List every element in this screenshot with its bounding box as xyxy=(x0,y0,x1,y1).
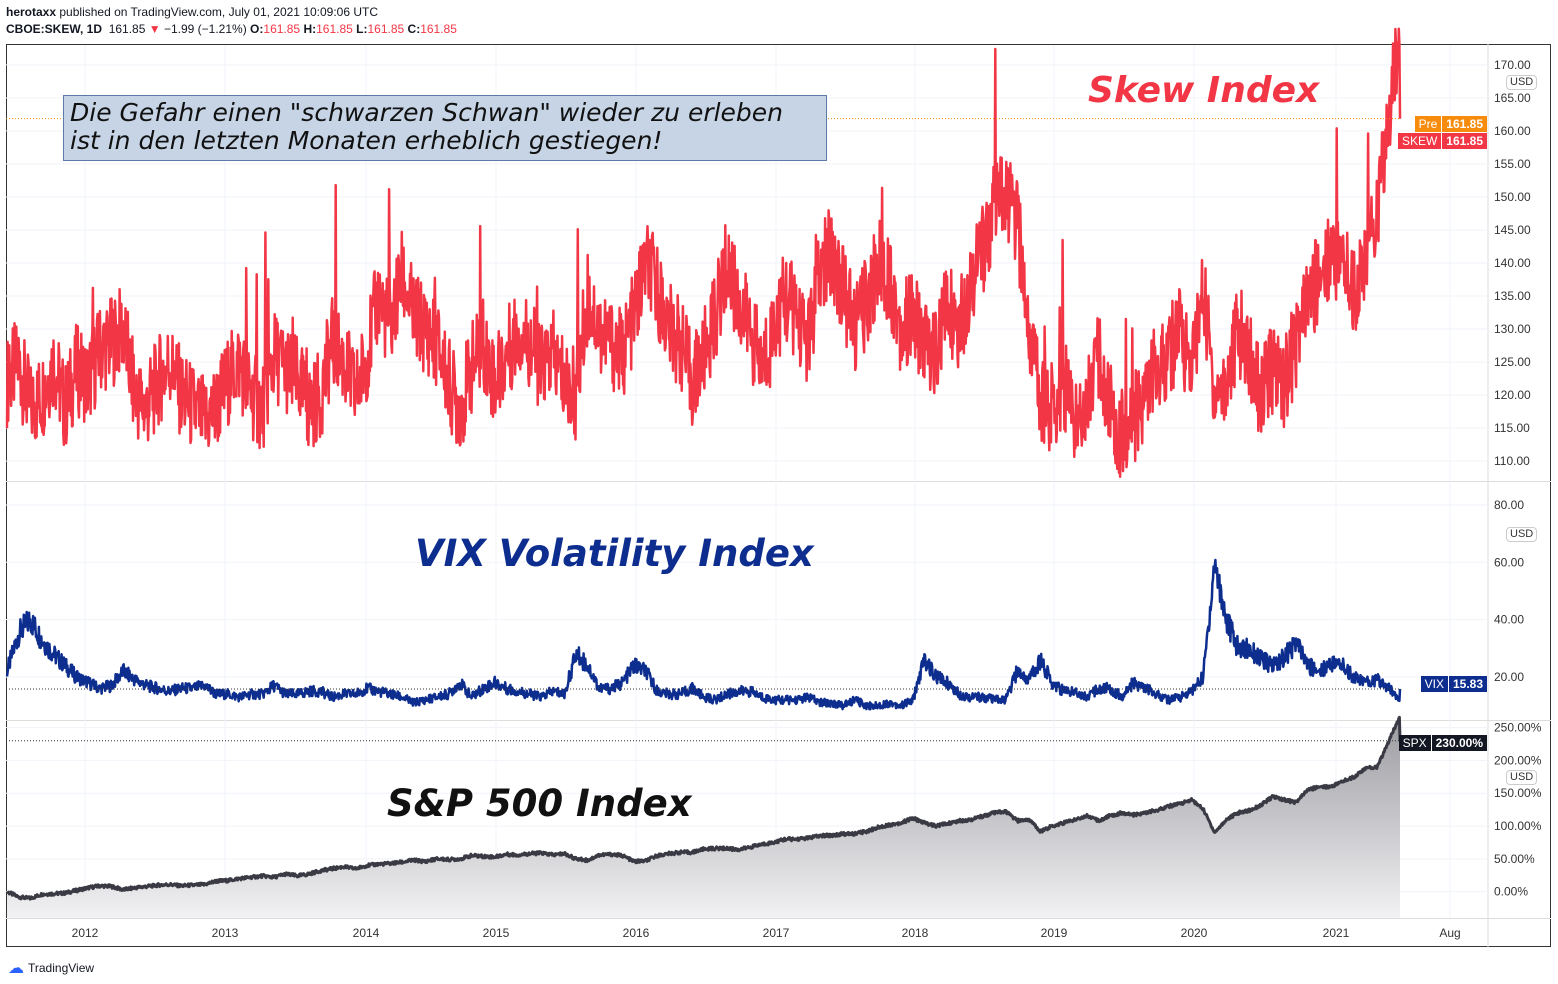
price-tick-label: 140.00 xyxy=(1494,256,1531,270)
price-tick-label: 145.00 xyxy=(1494,223,1531,237)
cloud-icon: ☁ xyxy=(8,960,24,977)
skew-title: Skew Index xyxy=(1088,70,1320,111)
price-tick-label: 150.00 xyxy=(1494,190,1531,204)
vix-value: 15.83 xyxy=(1448,676,1487,692)
high-value: 161.85 xyxy=(316,22,353,36)
currency-badge-spx[interactable]: USD xyxy=(1506,770,1538,785)
author[interactable]: herotaxx xyxy=(6,5,57,19)
close-value: 161.85 xyxy=(420,22,457,36)
skew-value: 161.85 xyxy=(1442,133,1487,149)
price-tick-label: 115.00 xyxy=(1494,421,1530,435)
annotation-line-2: ist in den letzten Monaten erheblich ges… xyxy=(70,126,663,155)
time-tick-label: 2021 xyxy=(1323,926,1350,940)
price-tick-label: 160.00 xyxy=(1494,124,1531,138)
annotation-box[interactable]: Die Gefahr einen "schwarzen Schwan" wied… xyxy=(63,95,827,161)
skew-line xyxy=(5,27,1402,478)
time-tick-label: 2016 xyxy=(623,926,650,940)
pre-value: 161.85 xyxy=(1442,116,1487,132)
price-tick-label: 135.00 xyxy=(1494,289,1531,303)
time-tick-label: 2015 xyxy=(483,926,510,940)
close-label: C: xyxy=(407,22,421,36)
time-tick-label: 2019 xyxy=(1041,926,1068,940)
skew-label: SKEW xyxy=(1397,133,1442,149)
time-tick-label: 2012 xyxy=(72,926,99,940)
price-tick-label: 20.00 xyxy=(1494,670,1524,684)
price-tick-label: 120.00 xyxy=(1494,388,1531,402)
price-tick-label: 250.00% xyxy=(1494,721,1542,735)
chart-frame[interactable] xyxy=(6,44,1551,947)
open-label: O: xyxy=(250,22,264,36)
publish-date: published on TradingView.com, July 01, 2… xyxy=(59,5,379,19)
price-tick-label: 60.00 xyxy=(1494,555,1524,569)
price-tick-label: 0.00% xyxy=(1494,885,1528,899)
skew-tag: SKEW 161.85 xyxy=(1397,133,1487,149)
publish-info: herotaxx published on TradingView.com, J… xyxy=(6,5,378,19)
currency-badge-skew[interactable]: USD xyxy=(1506,75,1538,90)
spx-title: S&P 500 Index xyxy=(387,782,692,825)
price-tick-label: 125.00 xyxy=(1494,355,1531,369)
annotation-line-1: Die Gefahr einen "schwarzen Schwan" wied… xyxy=(70,98,784,127)
pre-tag: Pre 161.85 xyxy=(1414,116,1487,132)
spx-area xyxy=(7,717,1400,918)
open-value: 161.85 xyxy=(263,22,301,36)
price-tick-label: 150.00% xyxy=(1494,786,1542,800)
time-tick-label: 2018 xyxy=(902,926,929,940)
price-tick-label: 155.00 xyxy=(1494,157,1531,171)
low-label: L: xyxy=(356,22,368,36)
time-tick-label: 2013 xyxy=(212,926,239,940)
spx-tag: SPX 230.00% xyxy=(1398,735,1487,751)
tradingview-logo[interactable]: ☁ TradingView xyxy=(8,958,94,978)
price-tick-label: 50.00% xyxy=(1494,852,1535,866)
high-label: H: xyxy=(303,22,317,36)
time-tick-label: 2020 xyxy=(1181,926,1208,940)
time-tick-label: Aug xyxy=(1439,926,1460,940)
pre-label: Pre xyxy=(1414,116,1442,132)
vix-title: VIX Volatility Index xyxy=(415,532,814,575)
spx-value: 230.00% xyxy=(1431,735,1487,751)
low-value: 161.85 xyxy=(367,22,405,36)
price-tick-label: 170.00 xyxy=(1494,58,1531,72)
vix-label: VIX xyxy=(1420,676,1448,692)
price-tick-label: 100.00% xyxy=(1494,819,1542,833)
down-arrow-icon: ▼ xyxy=(148,22,161,36)
price-tick-label: 165.00 xyxy=(1494,91,1531,105)
vix-line xyxy=(5,558,1402,711)
vix-tag: VIX 15.83 xyxy=(1420,676,1487,692)
price-tick-label: 200.00% xyxy=(1494,753,1542,767)
price-tick-label: 130.00 xyxy=(1494,322,1531,336)
brand-name: TradingView xyxy=(28,961,95,975)
last-price: 161.85 xyxy=(108,22,146,36)
time-tick-label: 2014 xyxy=(353,926,380,940)
price-change: −1.99 (−1.21%) xyxy=(163,22,247,36)
spx-line xyxy=(5,715,1402,901)
currency-badge-vix[interactable]: USD xyxy=(1506,527,1538,542)
time-tick-label: 2017 xyxy=(763,926,790,940)
price-tick-label: 80.00 xyxy=(1494,498,1524,512)
price-tick-label: 40.00 xyxy=(1494,613,1524,627)
spx-label: SPX xyxy=(1398,735,1431,751)
symbol: CBOE:SKEW, 1D xyxy=(6,22,103,36)
symbol-legend: CBOE:SKEW, 1D 161.85 ▼ −1.99 (−1.21%) O:… xyxy=(6,22,457,36)
price-tick-label: 110.00 xyxy=(1494,454,1530,468)
